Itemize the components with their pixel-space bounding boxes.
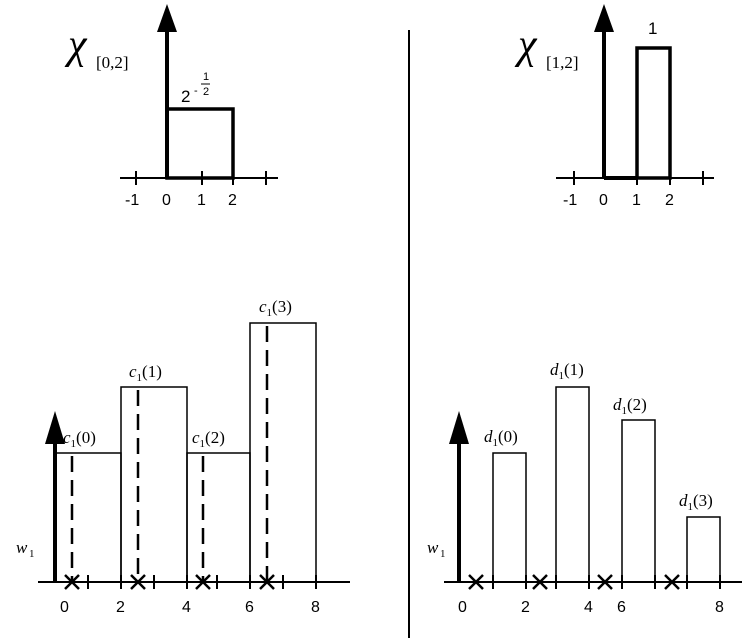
svg-text:-1: -1 bbox=[125, 192, 139, 209]
label-d1-0: d1(0) bbox=[484, 427, 518, 449]
y-axis-label-sub: 1 bbox=[440, 548, 446, 560]
svg-text:6: 6 bbox=[617, 599, 626, 616]
x-marker bbox=[259, 574, 275, 590]
label-d1-3: d1(3) bbox=[679, 491, 713, 513]
sample-lines bbox=[70, 326, 269, 582]
chi-1-2-plot: χ [1,2] 1 -1 0 1 2 bbox=[514, 4, 714, 209]
x-tick-labels: -1 0 1 2 bbox=[125, 192, 237, 209]
bar-d1-0 bbox=[492, 452, 527, 583]
x-marker bbox=[195, 574, 211, 590]
y-axis-arrowhead bbox=[449, 411, 469, 444]
svg-text:8: 8 bbox=[715, 599, 724, 616]
y-axis-arrowhead bbox=[45, 411, 65, 444]
x-marker bbox=[664, 574, 680, 590]
svg-text:2: 2 bbox=[116, 599, 125, 616]
coefficient-labels: c1(0) c1(1) c1(2) c1(3) bbox=[63, 297, 292, 450]
svg-text:4: 4 bbox=[182, 599, 191, 616]
y-axis-label-sub: 1 bbox=[29, 548, 35, 560]
x-tick-labels: 0 2 4 6 8 bbox=[458, 599, 724, 616]
height-label: 1 bbox=[648, 19, 657, 38]
svg-text:1: 1 bbox=[197, 192, 206, 209]
y-axis-arrowhead bbox=[157, 4, 177, 32]
svg-text:0: 0 bbox=[599, 192, 608, 209]
y-axis-label: w bbox=[427, 538, 439, 557]
height-label-base: 2 bbox=[181, 87, 190, 106]
bar-c1-1 bbox=[120, 386, 188, 583]
svg-text:4: 4 bbox=[584, 599, 593, 616]
x-marker bbox=[130, 574, 146, 590]
sample-markers bbox=[468, 574, 680, 590]
coefficient-bars bbox=[54, 322, 317, 583]
svg-text:0: 0 bbox=[162, 192, 171, 209]
x-marker bbox=[468, 574, 484, 590]
chi-0-2-plot: χ [0,2] 2 - 1 2 -1 0 1 2 bbox=[64, 4, 278, 209]
coefficient-labels: d1(0) d1(1) d1(2) d1(3) bbox=[484, 360, 713, 513]
label-c1-3: c1(3) bbox=[259, 297, 292, 319]
x-tick-labels: 0 2 4 6 8 bbox=[60, 599, 320, 616]
x-ticks bbox=[87, 575, 317, 589]
sample-markers bbox=[64, 574, 275, 590]
x-marker bbox=[64, 574, 80, 590]
svg-text:0: 0 bbox=[458, 599, 467, 616]
coefficient-bars bbox=[492, 386, 721, 583]
chi-subscript: [0,2] bbox=[96, 53, 129, 72]
bar-c1-2 bbox=[186, 452, 251, 583]
label-c1-2: c1(2) bbox=[192, 428, 225, 450]
x-marker bbox=[532, 574, 548, 590]
svg-text:0: 0 bbox=[60, 599, 69, 616]
label-d1-2: d1(2) bbox=[613, 395, 647, 417]
d1-coefficients-plot: w 1 d1(0) bbox=[427, 360, 742, 616]
x-tick-labels: -1 0 1 2 bbox=[563, 192, 674, 209]
x-ticks bbox=[492, 575, 721, 589]
chi-symbol: χ bbox=[514, 22, 538, 68]
y-axis-label: w bbox=[16, 538, 28, 557]
bar-d1-2 bbox=[621, 419, 656, 583]
label-c1-1: c1(1) bbox=[129, 362, 162, 384]
bar-c1-0 bbox=[54, 452, 122, 583]
bar-d1-1 bbox=[555, 386, 590, 583]
chi-subscript: [1,2] bbox=[546, 53, 579, 72]
height-label-exp-num: 1 bbox=[203, 71, 209, 83]
c1-coefficients-plot: w 1 bbox=[16, 297, 350, 616]
svg-text:-1: -1 bbox=[563, 192, 577, 209]
box-function bbox=[635, 46, 672, 180]
bar-d1-3 bbox=[686, 516, 721, 583]
label-d1-1: d1(1) bbox=[550, 360, 584, 382]
x-marker bbox=[597, 574, 613, 590]
svg-text:2: 2 bbox=[665, 192, 674, 209]
box-function bbox=[165, 107, 235, 180]
svg-text:2: 2 bbox=[521, 599, 530, 616]
chi-symbol: χ bbox=[64, 22, 88, 68]
height-label-exp-den: 2 bbox=[203, 86, 209, 98]
label-c1-0: c1(0) bbox=[63, 428, 96, 450]
height-label-exp-sign: - bbox=[194, 85, 198, 97]
svg-text:1: 1 bbox=[632, 192, 641, 209]
svg-text:8: 8 bbox=[311, 599, 320, 616]
svg-text:6: 6 bbox=[245, 599, 254, 616]
y-axis-arrowhead bbox=[594, 4, 614, 32]
bar-c1-3 bbox=[249, 322, 317, 583]
svg-text:2: 2 bbox=[228, 192, 237, 209]
